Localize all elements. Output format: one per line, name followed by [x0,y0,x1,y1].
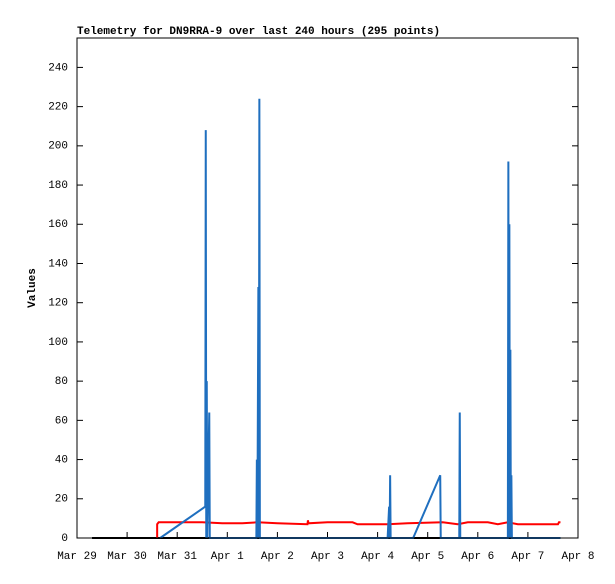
y-tick-label: 0 [61,533,68,545]
x-tick-label: Mar 29 [57,551,97,563]
x-tick-label: Apr 6 [461,551,494,563]
y-tick-label: 60 [55,415,68,427]
x-tick-label: Apr 7 [511,551,544,563]
chart-title: Telemetry for DN9RRA-9 over last 240 hou… [77,26,440,38]
x-tick-label: Mar 30 [107,551,147,563]
x-tick-label: Mar 31 [157,551,197,563]
y-tick-label: 160 [48,219,68,231]
y-tick-label: 120 [48,298,68,310]
y-tick-label: 80 [55,376,68,388]
y-tick-label: 100 [48,337,68,349]
y-tick-label: 140 [48,258,68,270]
x-tick-label: Apr 1 [211,551,244,563]
y-tick-label: 200 [48,141,68,153]
x-tick-label: Apr 3 [311,551,344,563]
y-tick-label: 20 [55,494,68,506]
y-axis-label: Values [27,268,39,308]
y-tick-label: 220 [48,102,68,114]
y-tick-label: 180 [48,180,68,192]
x-tick-label: Apr 2 [261,551,294,563]
series-line [159,98,561,539]
x-tick-label: Apr 8 [561,551,594,563]
series-line [156,520,561,538]
x-tick-label: Apr 4 [361,551,394,563]
x-tick-label: Apr 5 [411,551,444,563]
plot-frame [76,37,579,539]
y-tick-label: 240 [48,62,68,74]
y-tick-label: 40 [55,454,68,466]
